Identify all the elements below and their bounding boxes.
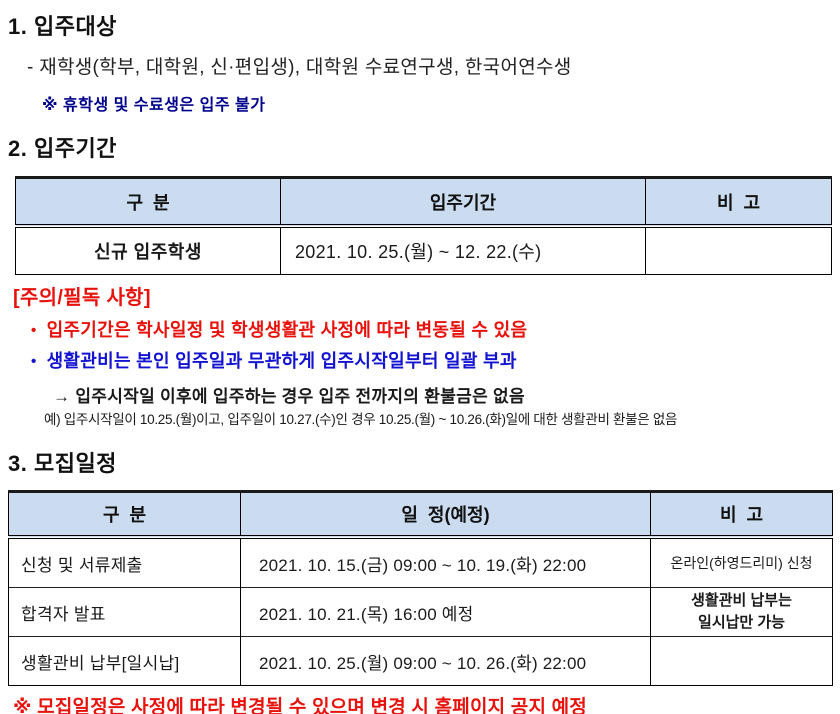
caution-section-title: [주의/필독 사항] (13, 287, 151, 309)
section1-title: 1. 입주대상 (8, 14, 117, 39)
schedule-row-announcement: 합격자 발표 2021. 10. 21.(목) 16:00 예정 생활관비 납부… (8, 587, 833, 637)
move-in-row-note (645, 226, 832, 275)
caution-arrow-line: → 입주시작일 이후에 입주하는 경우 입주 전까지의 환불금은 없음 (53, 387, 525, 406)
header-cell-note: 비 고 (645, 177, 832, 228)
footer-change-note: ※ 모집일정은 사정에 따라 변경될 수 있으며 변경 시 홈페이지 공지 예정 (13, 697, 587, 714)
schedule-row-schedule: 2021. 10. 21.(목) 16:00 예정 (240, 587, 651, 637)
schedule-row-category: 생활관비 납부[일시납] (8, 636, 241, 686)
header-cell-category: 구 분 (8, 491, 241, 539)
caution-example-line: 예) 입주시작일이 10.25.(월)이고, 입주일이 10.27.(수)인 경… (44, 412, 678, 427)
header-cell-category: 구 분 (15, 177, 281, 228)
move-in-row-period: 2021. 10. 25.(월) ~ 12. 22.(수) (280, 226, 646, 275)
schedule-row-note (650, 636, 833, 686)
move-in-period-table: 구 분 입주기간 비 고 신규 입주학생 2021. 10. 25.(월) ~ … (15, 176, 832, 275)
schedule-row-application: 신청 및 서류제출 2021. 10. 15.(금) 09:00 ~ 10. 1… (8, 537, 833, 588)
schedule-row-schedule: 2021. 10. 15.(금) 09:00 ~ 10. 19.(화) 22:0… (240, 537, 651, 588)
table-row: 신규 입주학생 2021. 10. 25.(월) ~ 12. 22.(수) (15, 226, 832, 275)
recruitment-schedule-table: 구 분 일 정(예정) 비 고 신청 및 서류제출 2021. 10. 15.(… (8, 490, 833, 686)
schedule-row-schedule: 2021. 10. 25.(월) 09:00 ~ 10. 26.(화) 22:0… (240, 636, 651, 686)
section1-restriction-note: ※ 휴학생 및 수료생은 입주 불가 (42, 97, 266, 114)
section3-title: 3. 모집일정 (8, 451, 117, 476)
header-cell-schedule: 일 정(예정) (240, 491, 651, 539)
caution-bullet-2-text: 생활관비는 본인 입주일과 무관하게 입주시작일부터 일괄 부과 (46, 351, 517, 371)
bullet-icon: • (31, 322, 37, 339)
caution-bullet-1: • 입주기간은 학사일정 및 학생생활관 사정에 따라 변동될 수 있음 (31, 316, 527, 342)
header-cell-period: 입주기간 (280, 177, 646, 228)
table-header-row: 구 분 일 정(예정) 비 고 (8, 491, 833, 539)
section1-body-line: - 재학생(학부, 대학원, 신·편입생), 대학원 수료연구생, 한국어연수생 (27, 57, 572, 78)
bullet-icon: • (31, 353, 37, 370)
schedule-row-category: 합격자 발표 (8, 587, 241, 637)
section2-title: 2. 입주기간 (8, 136, 117, 161)
schedule-row-note: 온라인(하영드리미) 신청 (650, 537, 833, 588)
caution-bullet-1-text: 입주기간은 학사일정 및 학생생활관 사정에 따라 변동될 수 있음 (46, 320, 528, 340)
schedule-row-category: 신청 및 서류제출 (8, 537, 241, 588)
schedule-row-payment: 생활관비 납부[일시납] 2021. 10. 25.(월) 09:00 ~ 10… (8, 636, 833, 686)
header-cell-note: 비 고 (650, 491, 833, 539)
move-in-row-category: 신규 입주학생 (15, 226, 281, 275)
schedule-row-note: 생활관비 납부는 일시납만 가능 (650, 587, 833, 637)
caution-bullet-2: • 생활관비는 본인 입주일과 무관하게 입주시작일부터 일괄 부과 (31, 347, 517, 373)
table-header-row: 구 분 입주기간 비 고 (15, 177, 832, 228)
